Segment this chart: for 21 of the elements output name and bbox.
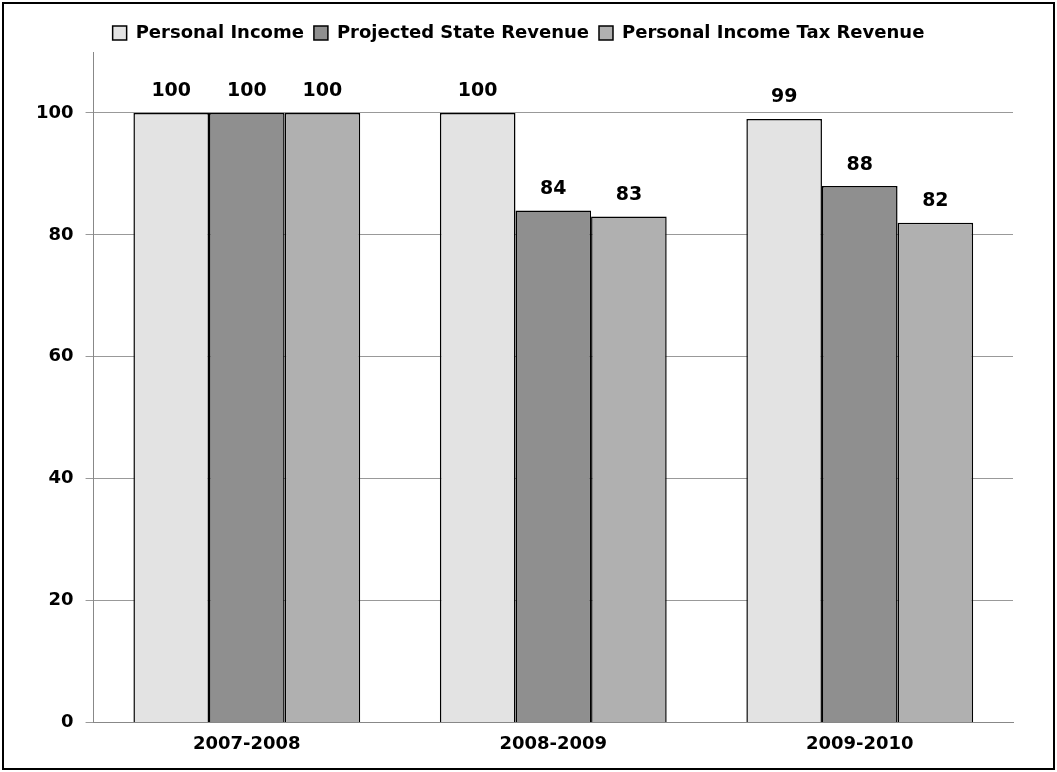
y-tick-label: 40 (48, 466, 74, 488)
x-tick-label: 2008-2009 (499, 731, 608, 753)
legend-label: Personal Income Tax Revenue (622, 20, 925, 42)
data-label: 83 (615, 181, 643, 204)
data-label: 99 (770, 84, 798, 107)
data-label: 100 (302, 78, 343, 101)
x-tick-label: 2007-2008 (192, 731, 301, 753)
legend-label: Projected State Revenue (336, 20, 589, 42)
y-tick-label: 0 (61, 710, 74, 732)
data-label: 88 (846, 151, 873, 174)
data-label: 84 (540, 175, 567, 198)
y-tick-label: 60 (48, 344, 74, 366)
y-tick-label: 100 (36, 100, 74, 122)
data-label: 100 (457, 78, 498, 101)
data-label: 100 (226, 78, 267, 101)
x-tick-label: 2009-2010 (805, 731, 914, 753)
y-tick-label: 20 (48, 588, 74, 610)
data-label: 82 (922, 188, 949, 211)
y-tick-label: 80 (48, 222, 74, 244)
data-label: 100 (151, 78, 192, 101)
legend-label: Personal Income (135, 20, 304, 42)
